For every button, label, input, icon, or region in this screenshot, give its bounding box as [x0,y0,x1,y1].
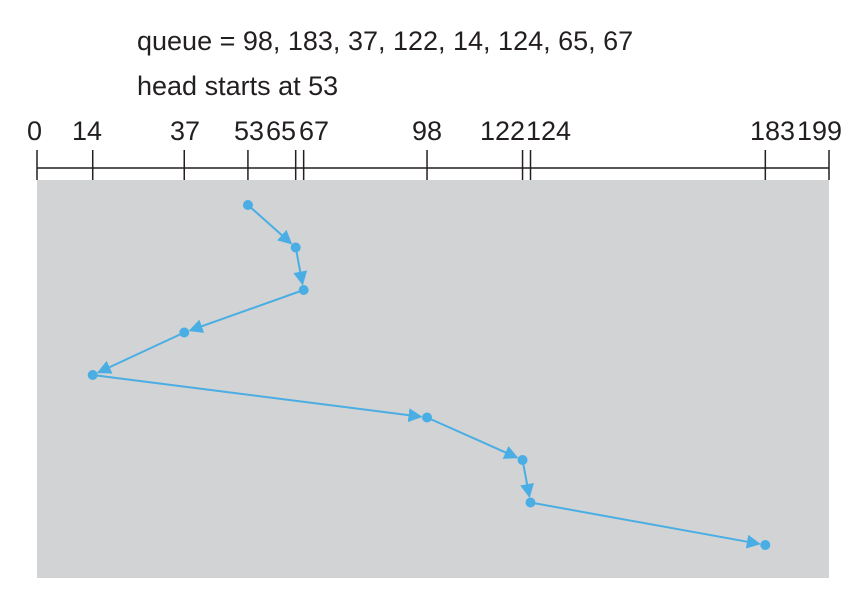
path-segment-124-to-183 [530,501,761,549]
tick-label-65: 65 [266,116,296,146]
path-segment-14-to-98 [92,374,423,423]
tick-label-53: 53 [234,116,264,146]
head-start-label: head starts at 53 [137,71,339,101]
tick-label-37: 37 [170,116,200,146]
tick-label-122: 122 [480,116,525,146]
tick-label-0: 0 [27,116,42,146]
tick-label-183: 183 [750,116,795,146]
path-point-98 [422,412,433,423]
tick-label-124: 124 [526,116,571,146]
path-point-65 [290,242,301,253]
axis-ticks: 0 14 37 53 65 67 98 122 124 183 199 [27,116,842,180]
path-point-183 [760,540,771,550]
tick-label-14: 14 [72,116,102,146]
queue-label: queue = 98, 183, 37, 122, 14, 124, 65, 6… [137,26,634,56]
path-point-53 [242,200,253,210]
path-segment-67-to-37 [188,289,304,333]
path-segment-65-to-67 [293,247,308,286]
path-segment-53-to-65 [247,204,293,245]
path-point-37 [179,327,190,338]
tick-label-98: 98 [412,116,442,146]
path-segment-98-to-122 [426,416,519,459]
head-movement-path [87,200,771,550]
tick-label-67: 67 [299,116,329,146]
diagram-panel [37,180,829,578]
path-point-124 [525,497,536,508]
path-segment-122-to-124 [520,459,534,498]
tick-label-199: 199 [797,116,842,146]
path-segment-37-to-14 [96,331,185,374]
path-point-122 [517,455,528,465]
path-point-14 [87,370,98,380]
path-point-67 [298,285,309,295]
